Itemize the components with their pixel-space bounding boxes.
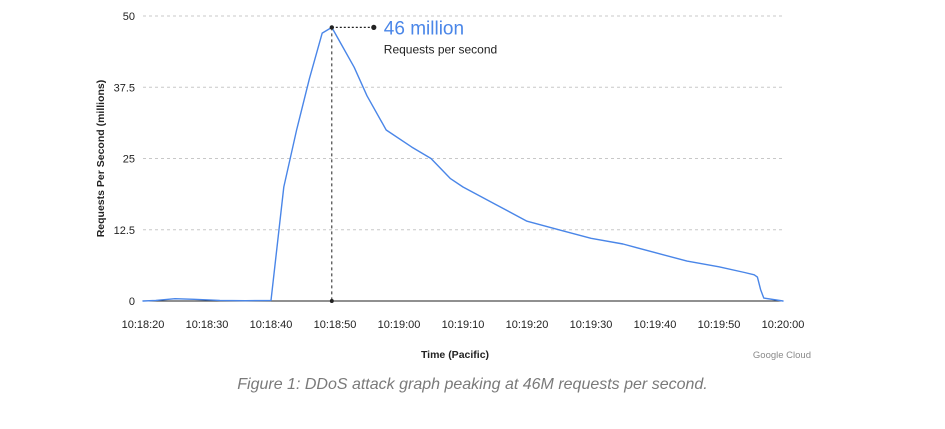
x-tick-labels: 10:18:20 10:18:30 10:18:40 10:18:50 10:19:00… [122,319,805,331]
y-tick-label-4: 50 [123,11,135,23]
peak-value-label: 46 million [384,18,464,39]
x-tick-label-10: 10:20:00 [762,319,805,331]
grid-lines [143,15,783,231]
y-tick-label-3: 37.5 [114,82,135,94]
y-axis-title: Requests Per Second (millions) [95,80,107,238]
y-tick-labels: 0 12.5 25 37.5 50 [114,11,135,308]
x-tick-label-3: 10:18:50 [314,319,357,331]
x-tick-label-6: 10:19:20 [506,319,549,331]
peak-label-dot [371,24,377,30]
x-tick-label-0: 10:18:20 [122,319,165,331]
google-cloud-watermark: Google Cloud [753,350,811,361]
peak-base-dot [329,299,334,303]
peak-point [329,25,334,30]
x-tick-label-2: 10:18:40 [250,319,293,331]
x-tick-label-8: 10:19:40 [634,319,677,331]
y-tick-label-1: 12.5 [114,225,135,237]
x-axis-title: Time (Pacific) [421,349,489,361]
peak-caption-label: Requests per second [384,42,497,56]
y-tick-label-2: 25 [123,154,135,166]
x-tick-label-5: 10:19:10 [442,319,485,331]
x-tick-label-9: 10:19:50 [698,319,741,331]
y-tick-label-0: 0 [129,296,135,308]
figure-caption: Figure 1: DDoS attack graph peaking at 4… [237,376,708,393]
x-tick-label-7: 10:19:30 [570,319,613,331]
series-line-0 [142,26,784,302]
peak-annotation: 46 million Requests per second [329,18,497,303]
x-tick-label-4: 10:19:00 [378,319,421,331]
x-tick-label-1: 10:18:30 [186,319,229,331]
series [142,26,784,302]
